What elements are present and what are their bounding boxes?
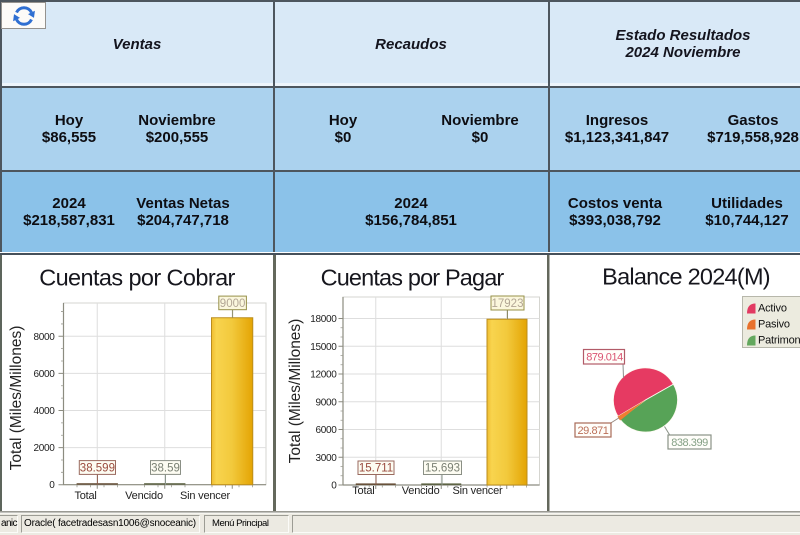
svg-text:6000: 6000 bbox=[315, 425, 337, 436]
svg-text:4000: 4000 bbox=[33, 406, 55, 417]
svg-text:0: 0 bbox=[331, 481, 337, 492]
svg-text:Balance 2024(M): Balance 2024(M) bbox=[602, 264, 770, 290]
svg-text:879.014: 879.014 bbox=[586, 352, 623, 364]
svg-text:Sin vencer: Sin vencer bbox=[180, 490, 231, 502]
svg-text:Total: Total bbox=[352, 485, 374, 497]
svg-text:Patrimonio: Patrimonio bbox=[758, 335, 800, 347]
svg-text:0: 0 bbox=[49, 480, 55, 491]
svg-text:38.599: 38.599 bbox=[80, 462, 115, 474]
svg-text:38.59: 38.59 bbox=[151, 462, 180, 474]
svg-text:18000: 18000 bbox=[310, 314, 337, 325]
svg-text:8000: 8000 bbox=[33, 332, 55, 343]
svg-text:Sin vencer: Sin vencer bbox=[453, 485, 504, 497]
svg-text:Cuentas por Cobrar: Cuentas por Cobrar bbox=[39, 265, 235, 291]
svg-text:9000: 9000 bbox=[315, 397, 337, 408]
svg-text:2000: 2000 bbox=[33, 443, 55, 454]
svg-text:17923: 17923 bbox=[492, 298, 524, 310]
svg-text:9000: 9000 bbox=[220, 298, 246, 310]
svg-text:Total: Total bbox=[74, 490, 96, 502]
svg-text:15.711: 15.711 bbox=[359, 463, 393, 475]
svg-text:15000: 15000 bbox=[310, 342, 337, 353]
svg-text:6000: 6000 bbox=[33, 369, 55, 380]
svg-text:Cuentas por Pagar: Cuentas por Pagar bbox=[321, 265, 505, 291]
svg-text:15.693: 15.693 bbox=[425, 463, 460, 475]
svg-text:3000: 3000 bbox=[315, 453, 337, 464]
svg-text:Pasivo: Pasivo bbox=[758, 319, 790, 331]
svg-text:Vencido: Vencido bbox=[402, 485, 440, 497]
svg-text:Vencido: Vencido bbox=[125, 490, 163, 502]
svg-text:12000: 12000 bbox=[310, 370, 337, 381]
svg-text:Total (Miles/Millones): Total (Miles/Millones) bbox=[287, 319, 304, 464]
svg-text:Activo: Activo bbox=[758, 303, 787, 315]
svg-text:Total (Miles/Millones): Total (Miles/Millones) bbox=[8, 326, 25, 471]
svg-text:838.399: 838.399 bbox=[671, 437, 708, 449]
svg-text:29.871: 29.871 bbox=[578, 425, 609, 437]
